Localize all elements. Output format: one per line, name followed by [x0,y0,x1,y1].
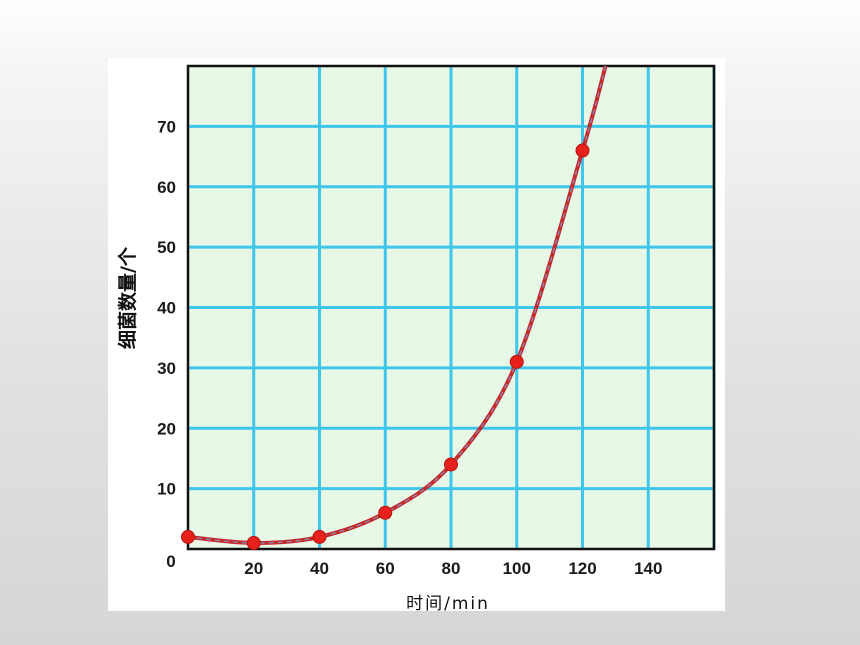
plot-frame [186,64,716,551]
x-tick-label: 100 [503,559,531,578]
x-tick-label: 60 [376,559,395,578]
data-point [181,529,195,544]
x-axis-tick-labels: 20 40 60 80 100 120 140 [244,559,662,578]
data-point [246,535,261,550]
x-tick-label: 140 [634,559,662,578]
y-tick-label: 20 [157,419,176,438]
y-tick-label: 10 [157,480,176,499]
y-tick-label: 30 [157,359,176,378]
chart-panel: 10 20 30 40 50 60 70 20 40 60 80 100 120 140 0 细菌数量/… [108,58,725,611]
y-tick-label: 40 [157,299,176,318]
x-tick-label: 40 [310,559,329,578]
growth-curve-dash [187,65,607,544]
y-axis-title: 细菌数量/个 [116,246,139,349]
data-point [378,505,393,520]
y-tick-label: 70 [157,117,176,136]
y-tick-label: 50 [157,238,176,257]
x-tick-label: 20 [244,559,263,578]
y-axis-tick-labels: 10 20 30 40 50 60 70 [157,117,176,498]
y-tick-label: 60 [157,178,176,197]
x-axis-title: 时间/min [406,594,490,611]
data-point [312,529,327,544]
x-tick-label: 120 [568,559,596,578]
data-point [575,143,590,158]
data-point [509,354,524,369]
data-points [181,143,590,550]
growth-chart: 10 20 30 40 50 60 70 20 40 60 80 100 120 140 0 细菌数量/… [116,64,716,611]
data-point [444,457,458,472]
origin-label: 0 [166,552,175,571]
x-tick-label: 80 [442,559,461,578]
grid-horizontal-lines [188,124,714,491]
